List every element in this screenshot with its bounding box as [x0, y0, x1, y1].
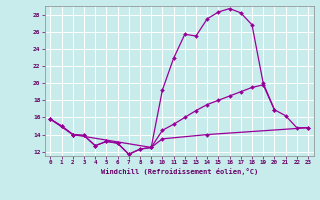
X-axis label: Windchill (Refroidissement éolien,°C): Windchill (Refroidissement éolien,°C) [100, 168, 258, 175]
